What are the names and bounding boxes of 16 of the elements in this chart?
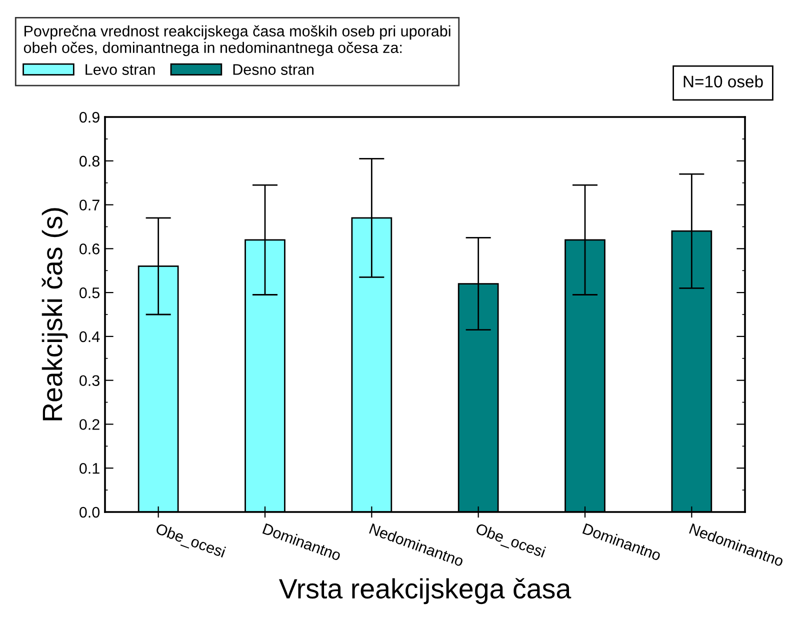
y-tick-label: 0.8	[80, 156, 100, 167]
legend-label: Desno stran	[233, 64, 314, 75]
y-tick-label: 0.4	[80, 331, 100, 342]
y-tick-label: 0.7	[80, 200, 100, 210]
y-tick-label: 0.1	[80, 462, 100, 474]
y-axis-title: Reakcijski čas (s)	[42, 208, 68, 420]
y-tick-label: 0.2	[80, 419, 100, 430]
y-tick-label: 0.9	[80, 112, 100, 123]
y-tick-label: 0.5	[80, 287, 100, 298]
x-axis-title: Vrsta reakcijskega časa	[278, 578, 572, 604]
y-tick-label: 0.0	[80, 506, 100, 518]
legend-title: Povprečna vrednost reakcijskega časa moških oseb pri uporabi obeh očes, dominantnega in nedominantnega očesa za:	[24, 25, 450, 56]
legend-label: Levo stran	[86, 64, 155, 75]
text: N=10 oseb	[684, 75, 763, 88]
y-tick-label: 0.3	[80, 375, 100, 386]
y-tick-label: 0.6	[80, 244, 100, 254]
